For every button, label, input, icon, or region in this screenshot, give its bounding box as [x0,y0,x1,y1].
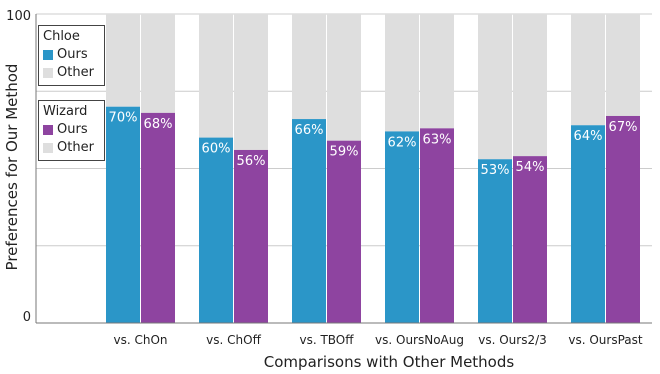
bar-ours-chloe-1 [199,137,233,323]
x-tick-label-0: vs. ChOn [113,333,167,347]
y-tick-label-100: 100 [6,9,31,24]
bar-ours-chloe-3 [385,131,419,323]
bar-ours-wizard-0 [141,112,175,323]
y-tick-label-0: 0 [23,310,31,325]
bars [106,14,640,324]
data-label-chloe-0: 70% [109,111,138,126]
data-label-wizard-5: 67% [609,120,638,135]
legend-chloe-ours: Ours [43,46,99,64]
bar-ours-wizard-1 [234,149,268,323]
legend-wizard-title: Wizard [43,104,88,119]
bar-ours-chloe-5 [571,125,605,324]
x-tick-label-1: vs. ChOff [206,333,261,347]
bar-other-chloe-3 [385,14,419,132]
x-tick-label-5: vs. OursPast [568,333,643,347]
legend-chloe-other: Other [43,64,99,82]
bar-ours-chloe-0 [106,106,140,323]
data-label-wizard-4: 54% [516,160,545,175]
legend-chloe-other-swatch [43,68,53,78]
bar-ours-chloe-4 [478,159,512,323]
bar-other-wizard-1 [234,14,268,150]
x-tick-label-4: vs. Ours2/3 [478,333,547,347]
x-tick-labels: vs. ChOn vs. ChOff vs. TBOff vs. OursNoAug v… [113,333,642,347]
y-tick-labels: 0 100 [6,9,31,325]
data-label-chloe-3: 62% [388,135,417,150]
bar-other-wizard-0 [141,14,175,113]
legend-wizard-ours-swatch [43,125,53,135]
data-label-wizard-2: 59% [330,145,359,160]
legend-wizard-other-swatch [43,143,53,153]
axes [35,14,652,324]
legend-wizard-ours: Ours [43,121,99,139]
bar-other-wizard-3 [420,14,454,129]
x-tick-label-2: vs. TBOff [299,333,354,347]
data-label-wizard-1: 56% [237,154,266,169]
legend-wizard-other-label: Other [57,140,94,155]
legend-chloe-other-label: Other [57,65,94,80]
data-label-wizard-0: 68% [144,117,173,132]
bar-other-chloe-0 [106,14,140,107]
data-label-chloe-1: 60% [202,142,231,157]
x-axis-title: Comparisons with Other Methods [264,353,515,371]
bar-other-wizard-4 [513,14,547,157]
legend-wizard-other: Other [43,139,99,157]
bar-other-chloe-2 [292,14,326,120]
y-axis-title: Preferences for Our Method [3,64,21,271]
legend-wizard: Wizard Ours Other [38,100,105,161]
bar-other-chloe-5 [571,14,605,126]
bar-other-chloe-4 [478,14,512,160]
bar-ours-chloe-2 [292,119,326,323]
data-label-wizard-3: 63% [423,132,452,147]
bar-ours-wizard-4 [513,156,547,323]
legend-chloe-ours-swatch [43,50,53,60]
bar-labels: 70% 68% 60% 56% 66% 59% 62% 63% 53% 54% 64% 67% [109,111,638,179]
data-label-chloe-2: 66% [295,123,324,138]
data-label-chloe-5: 64% [574,129,603,144]
legend-chloe-title: Chloe [43,29,80,44]
bar-ours-wizard-2 [327,140,361,323]
legend-chloe-ours-label: Ours [57,47,88,62]
legend-chloe: Chloe Ours Other [38,25,105,86]
bar-ours-wizard-5 [606,115,640,323]
legend-wizard-ours-label: Ours [57,122,88,137]
bar-ours-wizard-3 [420,128,454,323]
bar-other-wizard-5 [606,14,640,116]
x-tick-label-3: vs. OursNoAug [375,333,464,347]
data-label-chloe-4: 53% [481,163,510,178]
bar-other-chloe-1 [199,14,233,138]
bar-other-wizard-2 [327,14,361,141]
